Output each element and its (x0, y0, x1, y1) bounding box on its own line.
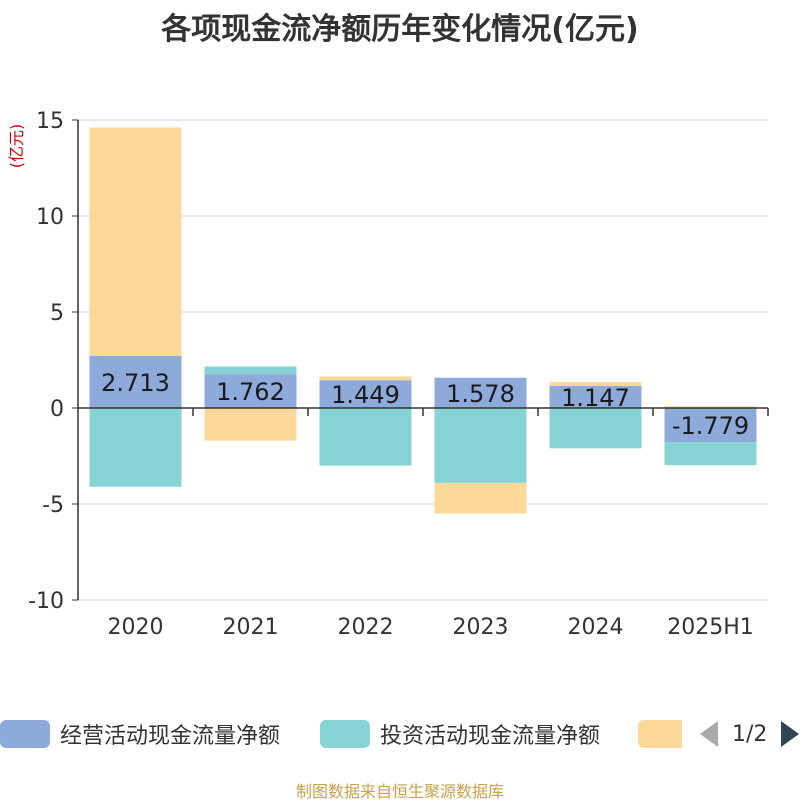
x-tick-label: 2021 (223, 615, 279, 640)
data-label: 1.762 (216, 378, 285, 406)
y-tick-label: 5 (50, 301, 64, 326)
source-footer: 制图数据来自恒生聚源数据库 (295, 782, 504, 801)
data-label: 1.449 (331, 381, 400, 409)
data-label: -1.779 (672, 412, 749, 440)
legend-pager: 1/2 (700, 716, 800, 752)
y-unit-label: (亿元) (7, 124, 26, 169)
bar-segment (434, 377, 527, 408)
bar-segment (204, 408, 297, 441)
legend-label-operating: 经营活动现金流量净额 (60, 724, 281, 749)
bar-segment (204, 374, 297, 408)
bar-segment (204, 366, 297, 375)
y-tick-label: 0 (50, 397, 64, 422)
bar-segment (319, 380, 412, 408)
pager-text: 1/2 (732, 721, 768, 747)
y-tick-label: 15 (36, 109, 64, 134)
data-label: 1.578 (446, 380, 515, 408)
legend-swatch-investing (320, 720, 370, 748)
bar-segment (664, 442, 757, 466)
pager-prev-icon[interactable] (700, 721, 718, 747)
x-tick-label: 2020 (108, 615, 164, 640)
x-tick-label: 2024 (568, 615, 624, 640)
bar-segment (89, 408, 182, 487)
bar-segment (89, 127, 182, 356)
data-label: 2.713 (101, 369, 170, 397)
bar-segment (549, 408, 642, 449)
legend-item-financing[interactable] (638, 716, 692, 752)
x-tick-label: 2023 (453, 615, 509, 640)
bar-segment (549, 385, 642, 408)
bar-segment (434, 408, 527, 483)
bar-segment (434, 482, 527, 514)
bar-segment (319, 408, 412, 466)
legend-label-investing: 投资活动现金流量净额 (380, 724, 601, 749)
y-tick-label: 10 (36, 205, 64, 230)
legend-item-investing[interactable]: 投资活动现金流量净额 (320, 716, 600, 752)
x-tick-label: 2022 (338, 615, 394, 640)
bar-segment (89, 355, 182, 408)
pager-next-icon[interactable] (781, 721, 800, 747)
legend: 经营活动现金流量净额 投资活动现金流量净额 (0, 716, 800, 752)
legend-swatch-financing (638, 720, 682, 748)
y-tick-label: -5 (42, 493, 64, 518)
chart-title: 各项现金流净额历年变化情况(亿元) (161, 12, 639, 47)
bar-segment (549, 382, 642, 386)
x-tick-label: 2025H1 (667, 615, 754, 640)
bar-segment (664, 406, 757, 408)
legend-item-operating[interactable]: 经营活动现金流量净额 (0, 716, 280, 752)
y-tick-label: -10 (28, 589, 64, 614)
legend-swatch-operating (0, 720, 50, 748)
bar-segment (664, 408, 757, 443)
bar-segment (319, 376, 412, 381)
